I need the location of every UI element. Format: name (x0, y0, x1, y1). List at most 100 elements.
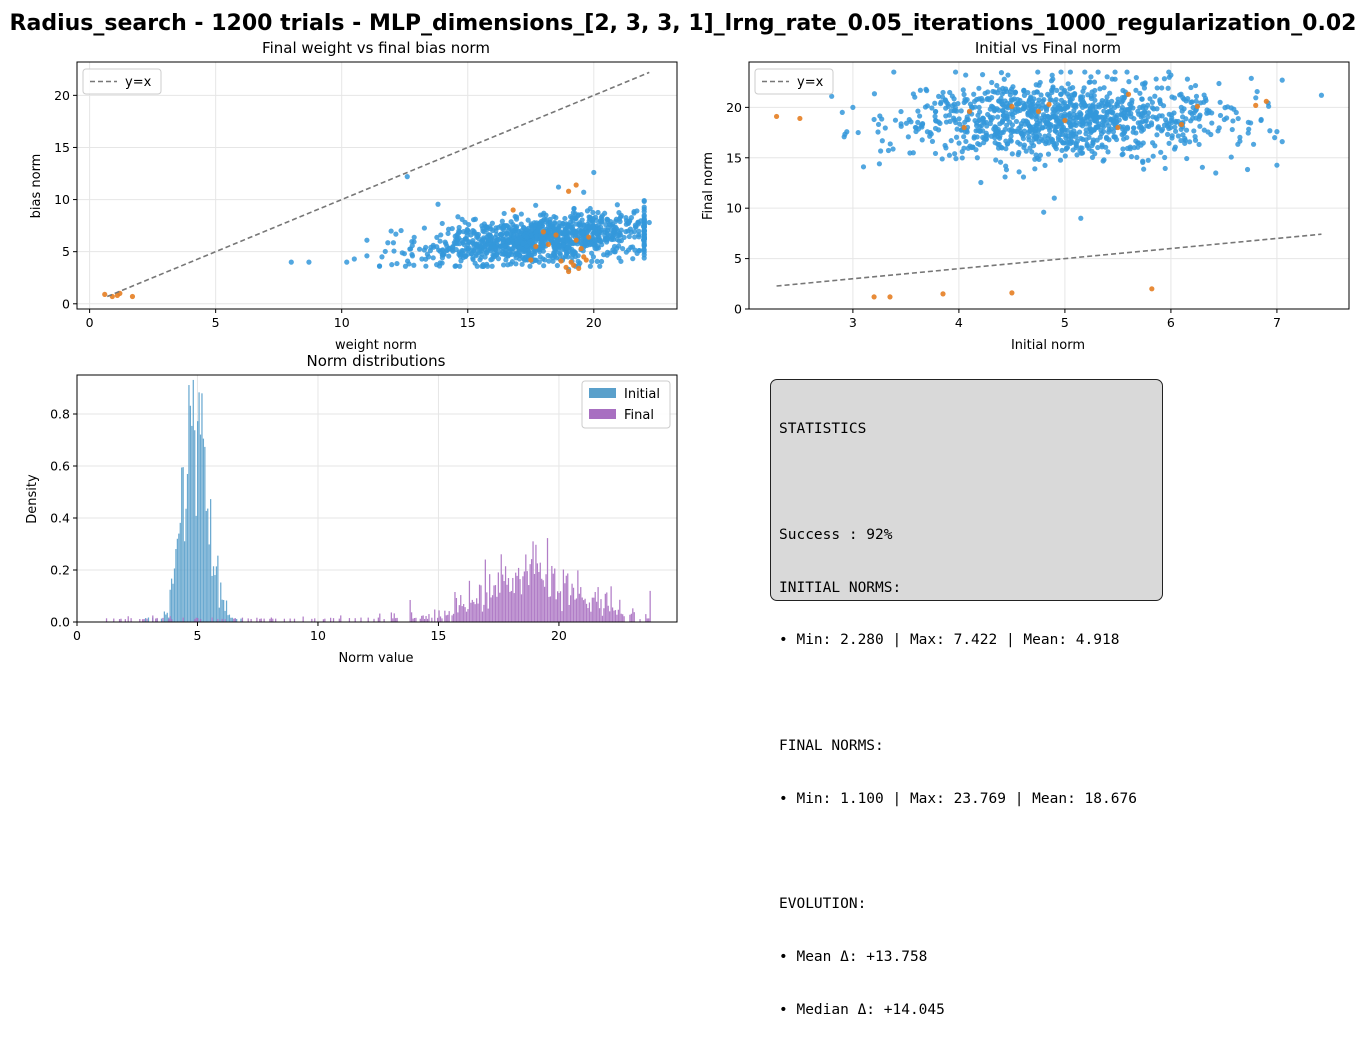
success-point (1124, 69, 1130, 75)
final-histogram-bar (572, 587, 575, 622)
initial-histogram-bar (208, 544, 210, 622)
failure-point (871, 294, 877, 300)
success-point (939, 156, 945, 162)
success-point (1008, 126, 1015, 133)
success-point (641, 249, 647, 255)
initial-histogram-bar (170, 578, 173, 622)
success-point (1038, 92, 1044, 98)
final-histogram-bar (338, 618, 340, 622)
final-histogram-bar (555, 599, 557, 622)
final-histogram-bar (562, 569, 565, 622)
success-point (379, 254, 385, 260)
success-point (623, 215, 629, 221)
success-point (570, 241, 576, 247)
plot1-ylabel: bias norm (29, 154, 44, 219)
success-point (598, 238, 604, 245)
final-histogram-bar (476, 598, 478, 622)
success-point (580, 222, 587, 228)
final-histogram-bar (422, 615, 424, 622)
success-point (975, 141, 981, 147)
final-histogram-bar (379, 613, 381, 622)
success-point (389, 262, 395, 268)
success-point (571, 206, 577, 212)
y-tick-label: 5 (734, 251, 742, 266)
y-tick-label: 15 (54, 140, 70, 155)
final-histogram-bar (500, 554, 502, 622)
success-point (1042, 162, 1048, 168)
success-point (1137, 104, 1143, 111)
success-point (586, 214, 592, 220)
success-point (973, 128, 979, 134)
success-point (1267, 128, 1273, 134)
success-point (306, 259, 312, 265)
final-histogram-bar (437, 617, 439, 622)
success-point (1193, 98, 1199, 104)
norm-distribution-plot: Norm distributions Norm value Density 0 5… (25, 352, 678, 666)
initial-histogram-bar (212, 566, 215, 622)
success-point (1092, 151, 1098, 157)
success-point (1141, 85, 1148, 91)
final-histogram-bar (438, 610, 440, 622)
success-point (1073, 115, 1079, 121)
reference-line (776, 233, 1322, 287)
initial-histogram-bar (231, 617, 233, 622)
legend-label-initial: Initial (624, 387, 660, 402)
success-point (590, 223, 596, 229)
final-histogram-bar (105, 618, 108, 622)
final-histogram-bar (510, 590, 512, 622)
initial-histogram-bar (191, 425, 193, 622)
success-point (989, 79, 995, 86)
success-point (1279, 139, 1285, 145)
success-point (1159, 126, 1166, 132)
success-point (1050, 76, 1056, 82)
success-point (1100, 128, 1107, 135)
final-histogram-bar (570, 595, 572, 622)
success-point (457, 253, 464, 260)
final-histogram-bar (448, 611, 450, 622)
success-point (1118, 111, 1124, 117)
success-point (1272, 135, 1278, 141)
success-point (496, 248, 502, 254)
success-point (1139, 81, 1146, 87)
final-histogram-bar (393, 613, 395, 622)
success-point (1000, 112, 1006, 119)
success-point (958, 108, 964, 114)
success-point (646, 219, 652, 226)
x-tick-label: 15 (460, 315, 476, 330)
failure-point (797, 115, 803, 122)
success-point (1209, 110, 1215, 116)
success-point (1175, 133, 1181, 139)
success-point (929, 138, 936, 144)
success-point (565, 249, 571, 255)
success-point (1078, 215, 1084, 221)
final-histogram-bar (620, 613, 622, 622)
success-point (1073, 120, 1080, 126)
success-point (953, 119, 959, 126)
initial-histogram-bar (163, 611, 165, 622)
failure-point (1115, 124, 1121, 131)
final-histogram-bar (467, 609, 469, 622)
success-point (1120, 151, 1126, 157)
success-point (1059, 128, 1065, 134)
x-tick-label: 10 (334, 315, 350, 330)
success-point (913, 128, 919, 135)
success-point (1228, 154, 1234, 160)
final-histogram-bar (648, 618, 650, 622)
success-point (590, 209, 596, 216)
success-point (1096, 121, 1102, 127)
success-point (1035, 69, 1041, 75)
success-point (1067, 69, 1073, 75)
success-point (959, 149, 965, 155)
final-histogram-bar (168, 618, 170, 622)
success-point (898, 121, 904, 127)
final-histogram-bar (130, 618, 132, 622)
success-point (579, 236, 586, 242)
success-point (998, 70, 1005, 76)
success-point (514, 239, 520, 246)
success-point (915, 119, 921, 125)
success-point (1079, 123, 1086, 129)
final-histogram-bar (600, 599, 602, 622)
success-point (990, 88, 996, 95)
success-point (1221, 116, 1227, 123)
final-histogram-bar (484, 559, 486, 622)
